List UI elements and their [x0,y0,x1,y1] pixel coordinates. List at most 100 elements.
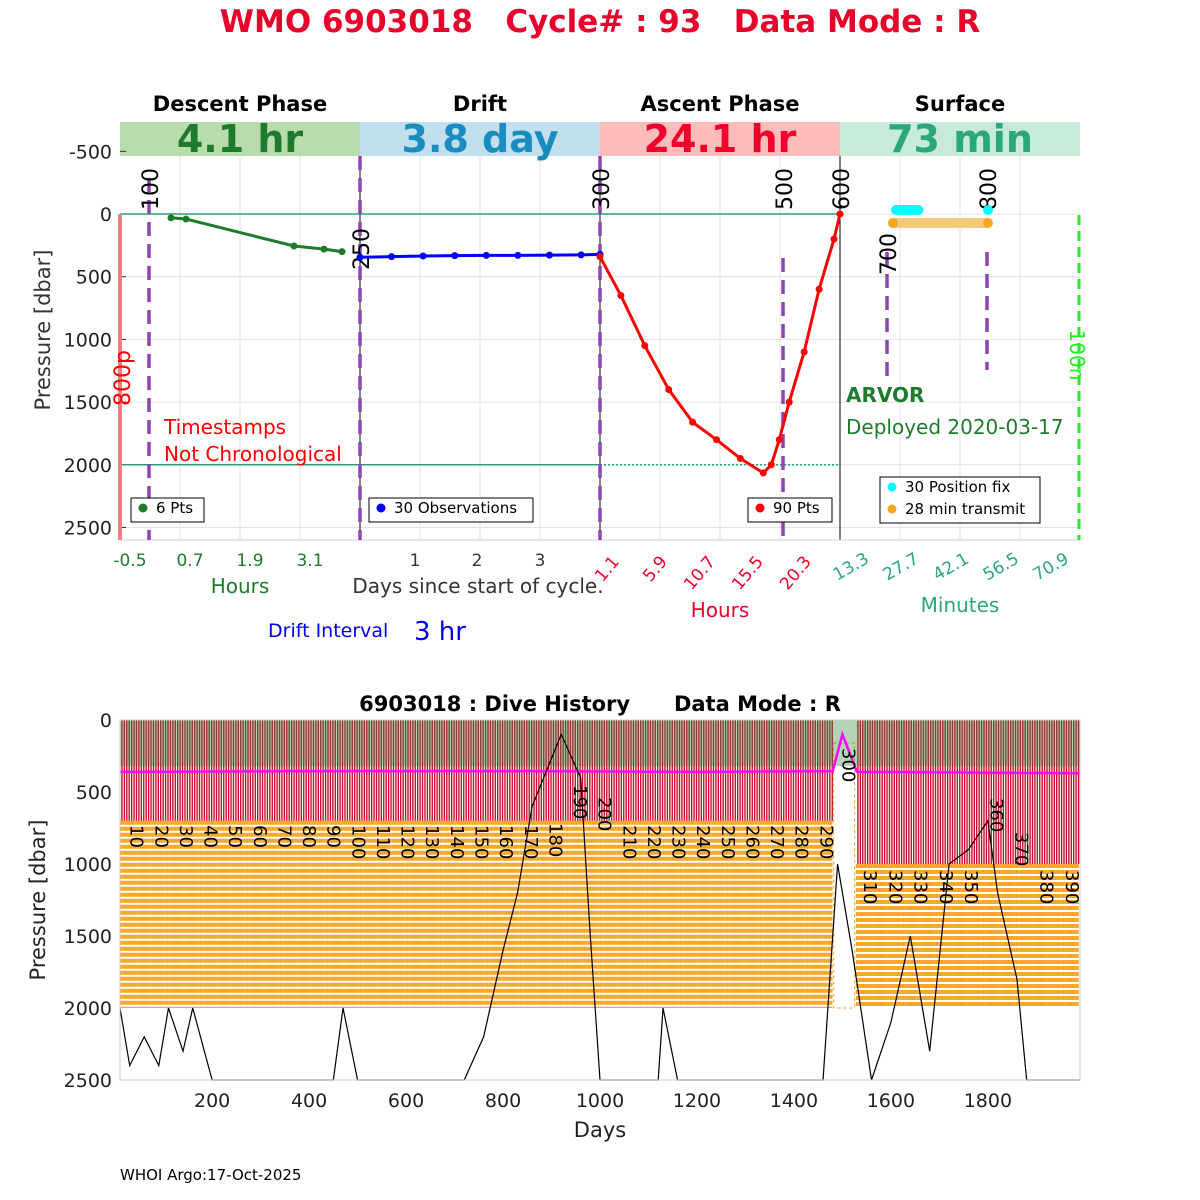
history-x-tick: 1000 [576,1090,624,1112]
transmit-start [888,218,898,228]
data-point [514,251,522,259]
legend-text: 90 Pts [773,499,820,517]
marker-label-250: 250 [350,228,375,270]
data-point [482,251,490,259]
cycle-label: 40 [200,825,221,848]
drift-interval-label: Drift Interval [268,620,388,642]
x-tick-hours: 3.1 [296,551,323,571]
x-tick-minutes: 27.7 [880,549,923,585]
data-point [388,253,396,261]
y-tick-label: 2500 [64,517,112,539]
history-y-tick: 500 [76,782,112,804]
position-fix [913,205,924,215]
panel-title-1: Drift [453,92,507,116]
history-x-tick: 600 [388,1090,424,1112]
cycle-label: 90 [323,825,344,848]
data-point [775,436,783,444]
data-point [767,461,775,469]
data-point [800,348,808,356]
cycle-label: 220 [643,825,664,859]
cycle-label: 110 [372,825,393,859]
history-x-tick: 400 [291,1090,327,1112]
series-line-1 [359,252,601,259]
legend-marker [887,504,897,514]
data-point [451,252,459,260]
cycle-label: 100 [347,825,368,859]
cycle-label: 140 [446,825,467,859]
x-tick-ascent: 20.3 [776,552,816,594]
marker-label-700: 700 [877,233,902,275]
x-tick-ascent: 5.9 [639,552,672,586]
legend-box [879,476,1041,524]
data-point [617,292,625,300]
bathymetry-line [119,732,1080,1081]
duration-band-0 [120,122,360,156]
cycle-label: 300 [837,748,858,782]
y-tick-label: 1500 [64,392,112,414]
data-point [713,436,721,444]
legend-descent: 6 Pts [130,497,205,523]
x-tick-hours: 0.7 [176,551,203,571]
cycle-label: 320 [884,870,905,904]
data-point [830,235,838,243]
x-label-descent: Hours [211,574,270,598]
data-point [689,418,697,426]
history-x-tick: 1200 [673,1090,721,1112]
cycle-label: 170 [520,825,541,859]
float-type: ARVOR [846,383,924,407]
position-fix [983,205,993,215]
drift-pressure-line [119,730,1081,775]
y-axis-label: Pressure [dbar] [31,250,55,411]
x-tick-minutes: 70.9 [1030,549,1073,585]
data-point [320,245,328,253]
legend-text: 28 min transmit [905,500,1025,518]
cycle-label: 30 [175,825,196,848]
history-x-tick: 1600 [867,1090,915,1112]
y-tick-label: 1000 [64,329,112,351]
cycle-label: 120 [397,825,418,859]
transmit-end [983,218,993,228]
cycle-label: 250 [717,825,738,859]
series-0 [167,214,346,256]
legend-marker [138,503,148,513]
data-point [290,242,298,250]
data-point [665,386,673,394]
duration-0: 4.1 hr [177,117,304,161]
duration-1: 3.8 day [402,117,559,161]
x-label-surface: Minutes [921,593,1000,617]
x-tick-days: 1 [410,551,421,571]
cycle-label: 380 [1036,870,1057,904]
cycle-label: 340 [935,870,956,904]
transmit-bar [893,218,988,228]
cycle-label: 150 [470,825,491,859]
cycle-label: 210 [618,825,639,859]
legend-marker [755,503,765,513]
cycle-label: 390 [1061,870,1082,904]
legend-text: 30 Position fix [905,478,1010,496]
series-2 [596,210,844,477]
x-tick-days: 3 [535,551,546,571]
page-title: WMO 6903018 Cycle# : 93 Data Mode : R [219,4,981,40]
data-point [836,210,844,218]
cycle-label: 10 [126,825,147,848]
marker-label-100n: 100n [1065,330,1089,381]
duration-3: 73 min [887,117,1033,161]
cycle-label: 370 [1011,832,1032,866]
x-tick-ascent: 10.7 [680,552,720,594]
data-point [419,252,427,260]
history-x-tick: 1400 [770,1090,818,1112]
duration-band-1 [360,122,600,156]
cycle-label: 160 [495,825,516,859]
history-x-tick: 200 [194,1090,230,1112]
history-y-tick: 2500 [64,1070,112,1092]
data-point [545,251,553,259]
x-label-ascent: Hours [691,598,750,622]
cycle-label: 350 [960,870,981,904]
surface-band [120,720,1080,767]
legend-marker [887,482,897,492]
history-title: 6903018 : Dive History Data Mode : R [359,692,841,716]
history-y-tick: 1000 [64,854,112,876]
data-point [182,215,190,223]
x-tick-minutes: 42.1 [930,549,973,585]
